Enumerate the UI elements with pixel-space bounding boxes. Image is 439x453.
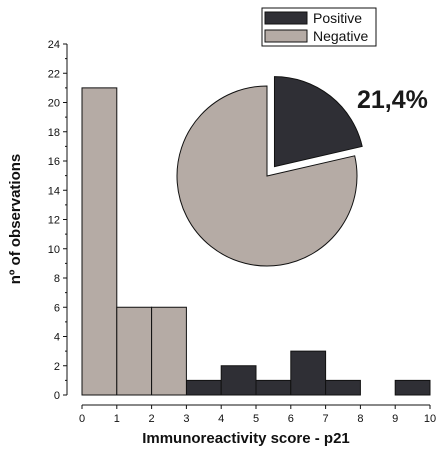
x-tick-label: 4: [218, 413, 224, 425]
inset-pie-chart: [176, 76, 363, 267]
pie-slice-negative: [176, 85, 358, 267]
y-tick-label: 18: [48, 127, 60, 139]
y-tick-label: 20: [48, 98, 60, 110]
y-tick-label: 16: [48, 156, 60, 168]
y-tick-label: 24: [48, 39, 60, 51]
x-tick-label: 3: [183, 413, 189, 425]
legend-label-positive: Positive: [313, 10, 362, 26]
y-axis-title: nº of observations: [7, 154, 24, 285]
x-tick-label: 8: [357, 413, 363, 425]
x-tick-label: 2: [149, 413, 155, 425]
x-tick-label: 10: [424, 413, 436, 425]
y-tick-label: 8: [54, 273, 60, 285]
x-tick-label: 0: [79, 413, 85, 425]
pie-percentage-label: 21,4%: [357, 86, 428, 114]
x-tick-label: 7: [323, 413, 329, 425]
legend: Positive Negative: [261, 7, 377, 47]
x-tick-label: 6: [288, 413, 294, 425]
bar-positive-7-8: [325, 379, 361, 396]
x-tick-label: 1: [114, 413, 120, 425]
bar-negative-0-1: [81, 87, 118, 396]
bar-negative-2-3: [151, 306, 187, 396]
y-tick-label: 22: [48, 68, 60, 80]
y-tick-label: 6: [54, 302, 60, 314]
y-tick-label: 4: [54, 332, 60, 344]
bar-positive-9-10: [394, 379, 431, 396]
x-axis-ticks: 0 1 2 3 4 5 6 7 8 9 10: [79, 405, 436, 425]
bar-positive-3-4: [185, 379, 222, 396]
x-tick-label: 9: [392, 413, 398, 425]
y-tick-label: 10: [48, 244, 60, 256]
y-tick-label: 0: [54, 390, 60, 402]
legend-swatch-positive: [264, 11, 308, 25]
x-axis-title: Immunoreactivity score - p21: [142, 430, 350, 447]
y-tick-label: 12: [48, 215, 60, 227]
legend-label-negative: Negative: [313, 28, 368, 44]
bar-positive-4-5: [220, 365, 257, 396]
histogram-bars: [81, 87, 431, 396]
y-tick-label: 2: [54, 361, 60, 373]
bar-positive-5-6: [255, 379, 292, 396]
y-tick-label: 14: [48, 185, 60, 197]
bar-positive-6-7: [290, 350, 327, 396]
bar-negative-1-2: [116, 306, 153, 396]
x-tick-label: 5: [253, 413, 259, 425]
pie-slice-positive: [273, 76, 363, 168]
legend-swatch-negative: [264, 29, 308, 43]
